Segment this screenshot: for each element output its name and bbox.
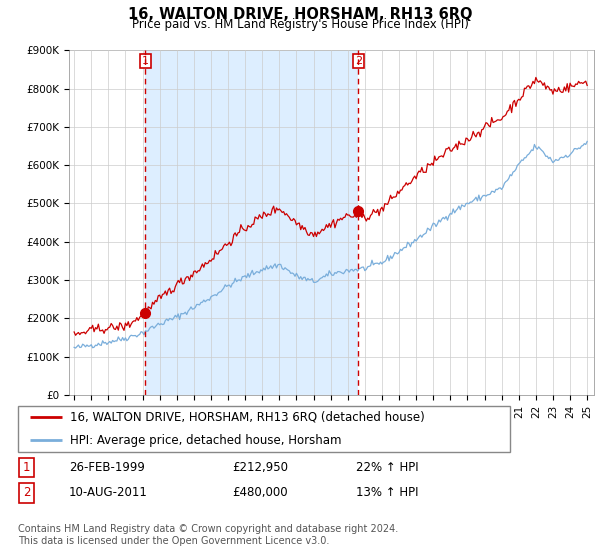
Text: Price paid vs. HM Land Registry's House Price Index (HPI): Price paid vs. HM Land Registry's House …	[131, 18, 469, 31]
Bar	[145, 50, 358, 395]
Text: Contains HM Land Registry data © Crown copyright and database right 2024.
This d: Contains HM Land Registry data © Crown c…	[18, 524, 398, 546]
Text: HPI: Average price, detached house, Horsham: HPI: Average price, detached house, Hors…	[70, 434, 341, 447]
Text: 16, WALTON DRIVE, HORSHAM, RH13 6RQ: 16, WALTON DRIVE, HORSHAM, RH13 6RQ	[128, 7, 472, 22]
Text: 1: 1	[142, 56, 149, 66]
Text: £480,000: £480,000	[232, 487, 288, 500]
Text: 16, WALTON DRIVE, HORSHAM, RH13 6RQ (detached house): 16, WALTON DRIVE, HORSHAM, RH13 6RQ (det…	[70, 411, 424, 424]
Text: 2: 2	[23, 487, 30, 500]
Text: 10-AUG-2011: 10-AUG-2011	[69, 487, 148, 500]
Text: 22% ↑ HPI: 22% ↑ HPI	[356, 461, 419, 474]
Text: 2: 2	[355, 56, 362, 66]
Text: £212,950: £212,950	[232, 461, 289, 474]
Text: 26-FEB-1999: 26-FEB-1999	[69, 461, 145, 474]
FancyBboxPatch shape	[18, 406, 510, 452]
Text: 13% ↑ HPI: 13% ↑ HPI	[356, 487, 419, 500]
Text: 1: 1	[23, 461, 30, 474]
